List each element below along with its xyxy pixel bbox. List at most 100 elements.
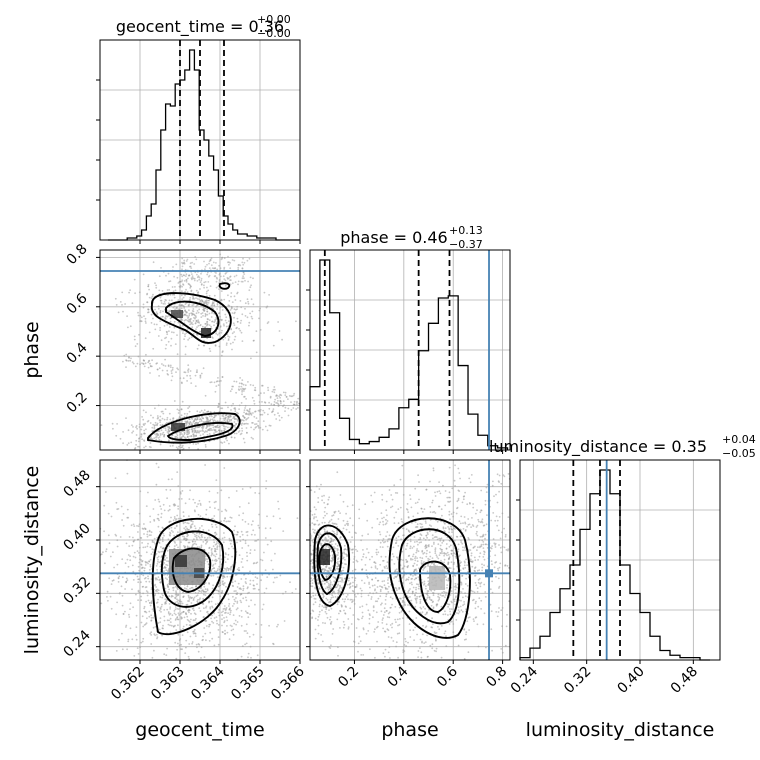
- distance-geocent-sample: [217, 636, 220, 638]
- phase-geocent-sample: [183, 314, 186, 316]
- distance-geocent-sample: [185, 587, 188, 590]
- distance-geocent-sample: [174, 585, 177, 588]
- distance-geocent-sample: [202, 593, 205, 596]
- phase-geocent-sample: [160, 429, 163, 432]
- distance-phase-sample: [372, 605, 375, 607]
- distance-phase-sample: [448, 513, 451, 516]
- distance-geocent-sample: [232, 633, 235, 636]
- phase-geocent-sample: [159, 415, 162, 418]
- distance-geocent-sample: [159, 530, 161, 533]
- distance-geocent-sample: [114, 477, 117, 479]
- distance-phase-sample: [407, 516, 410, 518]
- distance-geocent-sample: [163, 509, 166, 512]
- phase-geocent-sample: [163, 325, 166, 327]
- distance-phase-sample: [335, 523, 338, 526]
- distance-phase-sample: [415, 586, 417, 589]
- distance-phase-sample: [332, 590, 335, 593]
- distance-geocent-sample: [198, 499, 201, 502]
- distance-geocent-sample: [174, 542, 177, 544]
- phase-geocent-sample: [147, 308, 150, 311]
- distance-phase-sample: [498, 566, 501, 569]
- distance-geocent-sample: [181, 602, 184, 605]
- phase-geocent-sample: [165, 318, 167, 320]
- phase-geocent-sample: [147, 285, 150, 288]
- distance-geocent-sample: [210, 523, 213, 526]
- phase-geocent-sample: [123, 354, 126, 357]
- phase-geocent-sample: [229, 276, 231, 278]
- distance-phase-sample: [478, 539, 481, 542]
- phase-geocent-sample: [150, 446, 152, 449]
- distance-phase-sample: [314, 628, 317, 631]
- phase-geocent-sample: [188, 314, 191, 317]
- distance-phase-sample: [351, 548, 354, 551]
- distance-geocent-sample: [129, 627, 132, 630]
- phase-geocent-sample: [242, 415, 245, 417]
- distance-geocent-sample: [131, 588, 133, 591]
- distance-phase-sample: [343, 600, 346, 603]
- distance-geocent-sample: [138, 523, 141, 526]
- distance-geocent-sample: [179, 607, 181, 609]
- phase-geocent-sample: [194, 385, 197, 387]
- distance-geocent-sample: [102, 551, 104, 554]
- distance-geocent-sample: [217, 542, 220, 544]
- distance-phase-sample: [377, 579, 380, 582]
- distance-geocent-sample: [143, 607, 146, 610]
- distance-phase-sample: [360, 654, 363, 656]
- phase-geocent-sample: [247, 300, 250, 303]
- distance-phase-sample: [479, 552, 482, 555]
- phase-geocent-sample: [201, 325, 204, 328]
- distance-geocent-sample: [215, 616, 218, 618]
- phase-geocent-sample: [186, 328, 189, 330]
- distance-geocent-sample: [106, 596, 108, 598]
- distance-geocent-sample: [151, 541, 154, 543]
- distance-phase-sample: [459, 522, 462, 525]
- phase-geocent-sample: [232, 322, 235, 325]
- phase-geocent-sample: [127, 429, 130, 432]
- phase-geocent-sample: [184, 335, 186, 338]
- phase-geocent-sample: [157, 307, 160, 310]
- distance-geocent-sample: [109, 555, 112, 558]
- phase-geocent-sample: [230, 409, 232, 411]
- phase-geocent-sample: [180, 414, 183, 417]
- phase-geocent-sample: [178, 421, 181, 423]
- phase-geocent-sample: [206, 425, 209, 427]
- distance-geocent-sample: [259, 558, 262, 561]
- phase-geocent-sample: [198, 425, 201, 428]
- distance-phase-sample: [328, 584, 330, 587]
- distance-phase-sample: [495, 575, 497, 578]
- distance-geocent-sample: [172, 587, 174, 589]
- distance-geocent-sample: [226, 567, 229, 569]
- distance-phase-sample: [343, 552, 346, 555]
- distance-geocent-sample: [220, 558, 223, 561]
- phase-geocent-sample: [251, 396, 254, 399]
- phase-geocent-sample: [234, 410, 237, 413]
- phase-geocent-sample: [172, 290, 175, 293]
- distance-geocent-sample: [118, 592, 121, 595]
- distance-geocent-sample: [245, 623, 248, 626]
- distance-geocent-sample: [213, 541, 216, 544]
- phase-geocent-sample: [185, 332, 188, 334]
- distance-geocent-sample: [158, 519, 160, 522]
- phase-geocent-sample: [141, 416, 144, 418]
- distance-phase-sample: [374, 577, 377, 579]
- distance-phase-sample: [310, 559, 313, 561]
- distance-phase-sample: [406, 544, 408, 547]
- distance-geocent-sample: [170, 529, 173, 532]
- phase-geocent-sample: [144, 445, 147, 448]
- phase-geocent-sample: [229, 262, 232, 264]
- distance-geocent-sample: [186, 618, 189, 621]
- distance-phase-sample: [322, 568, 325, 570]
- distance-geocent-sample: [125, 626, 127, 628]
- phase-geocent-sample: [257, 420, 260, 423]
- distance-phase-sample: [424, 607, 426, 610]
- distance-geocent-sample: [224, 629, 226, 632]
- distance-phase-sample: [324, 506, 327, 509]
- distance-geocent-sample: [222, 584, 225, 586]
- distance-phase-sample: [501, 651, 504, 654]
- phase-geocent-sample: [183, 259, 186, 262]
- phase-geocent-sample: [214, 267, 217, 269]
- distance-geocent-sample: [216, 541, 218, 543]
- distance-geocent-sample: [206, 560, 209, 563]
- phase-geocent-sample: [156, 415, 159, 417]
- distance-phase-sample: [484, 596, 487, 598]
